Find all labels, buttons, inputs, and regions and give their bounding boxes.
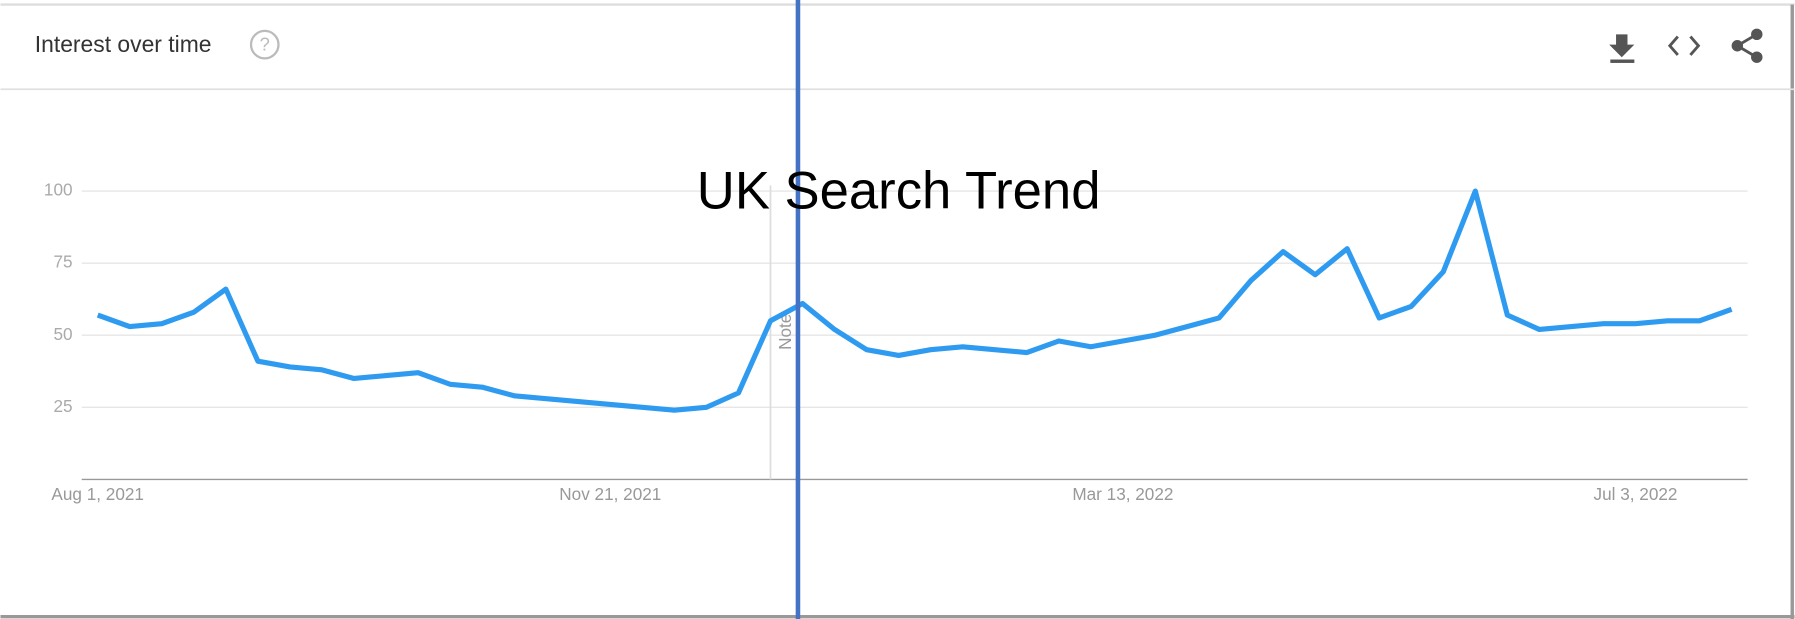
y-tick-label: 25 bbox=[53, 396, 72, 416]
annotation: Note bbox=[775, 314, 795, 350]
y-tick-label: 75 bbox=[53, 252, 72, 272]
help-icon[interactable]: ? bbox=[249, 29, 280, 60]
header-title: Interest over time bbox=[35, 31, 212, 57]
y-tick-label: 50 bbox=[53, 324, 72, 344]
plot: 25 50 75 100 Aug 1, 2021 Nov 21, 2021 Mar 13, … bbox=[44, 180, 1748, 504]
download-icon[interactable] bbox=[1609, 34, 1635, 63]
embed-icon[interactable] bbox=[1667, 35, 1701, 56]
chart-title: UK Search Trend bbox=[697, 161, 1101, 220]
line-series bbox=[96, 188, 1733, 413]
x-tick-label: Jul 3, 2022 bbox=[1594, 484, 1678, 504]
x-tick-label: Nov 21, 2021 bbox=[559, 484, 661, 504]
x-tick-label: Aug 1, 2021 bbox=[51, 484, 144, 504]
x-tick-label: Mar 13, 2022 bbox=[1072, 484, 1173, 504]
y-tick-label: 100 bbox=[44, 180, 73, 200]
share-icon[interactable] bbox=[1731, 28, 1763, 63]
svg-text:?: ? bbox=[260, 34, 270, 55]
